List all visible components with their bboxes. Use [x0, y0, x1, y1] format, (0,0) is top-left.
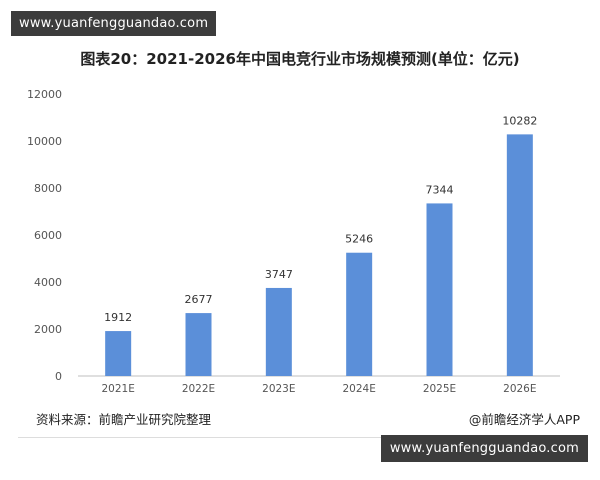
y-tick-label: 8000	[34, 182, 62, 195]
data-label: 7344	[426, 183, 454, 196]
chart-title: 图表20：2021-2026年中国电竞行业市场规模预测(单位：亿元)	[80, 50, 520, 68]
watermark-bottom: www.yuanfengguandao.com	[380, 435, 588, 462]
footer-divider	[18, 437, 582, 438]
source-note: 资料来源：前瞻产业研究院整理	[36, 412, 212, 427]
x-tick-label: 2023E	[262, 383, 295, 395]
x-tick-label: 2021E	[101, 383, 134, 395]
x-tick-label: 2026E	[503, 383, 536, 395]
y-tick-label: 4000	[34, 276, 62, 289]
data-label: 3747	[265, 268, 293, 281]
data-label: 2677	[185, 293, 213, 306]
data-label: 10282	[502, 114, 537, 127]
data-label: 1912	[104, 311, 132, 324]
x-tick-label: 2024E	[342, 383, 375, 395]
bar	[105, 331, 132, 376]
y-tick-label: 0	[55, 370, 62, 383]
bar	[185, 313, 212, 376]
data-label: 5246	[345, 233, 373, 246]
x-tick-label: 2022E	[182, 383, 215, 395]
y-tick-label: 6000	[34, 229, 62, 242]
credit-note: @前瞻经济学人APP	[468, 412, 580, 427]
x-tick-label: 2025E	[423, 383, 456, 395]
y-tick-label: 2000	[34, 323, 62, 336]
bar	[346, 252, 373, 376]
y-tick-label: 10000	[27, 135, 62, 148]
bar	[426, 203, 453, 376]
watermark-top: www.yuanfengguandao.com	[11, 11, 217, 36]
y-tick-label: 12000	[27, 88, 62, 101]
bar	[265, 287, 292, 376]
bar	[506, 134, 533, 376]
